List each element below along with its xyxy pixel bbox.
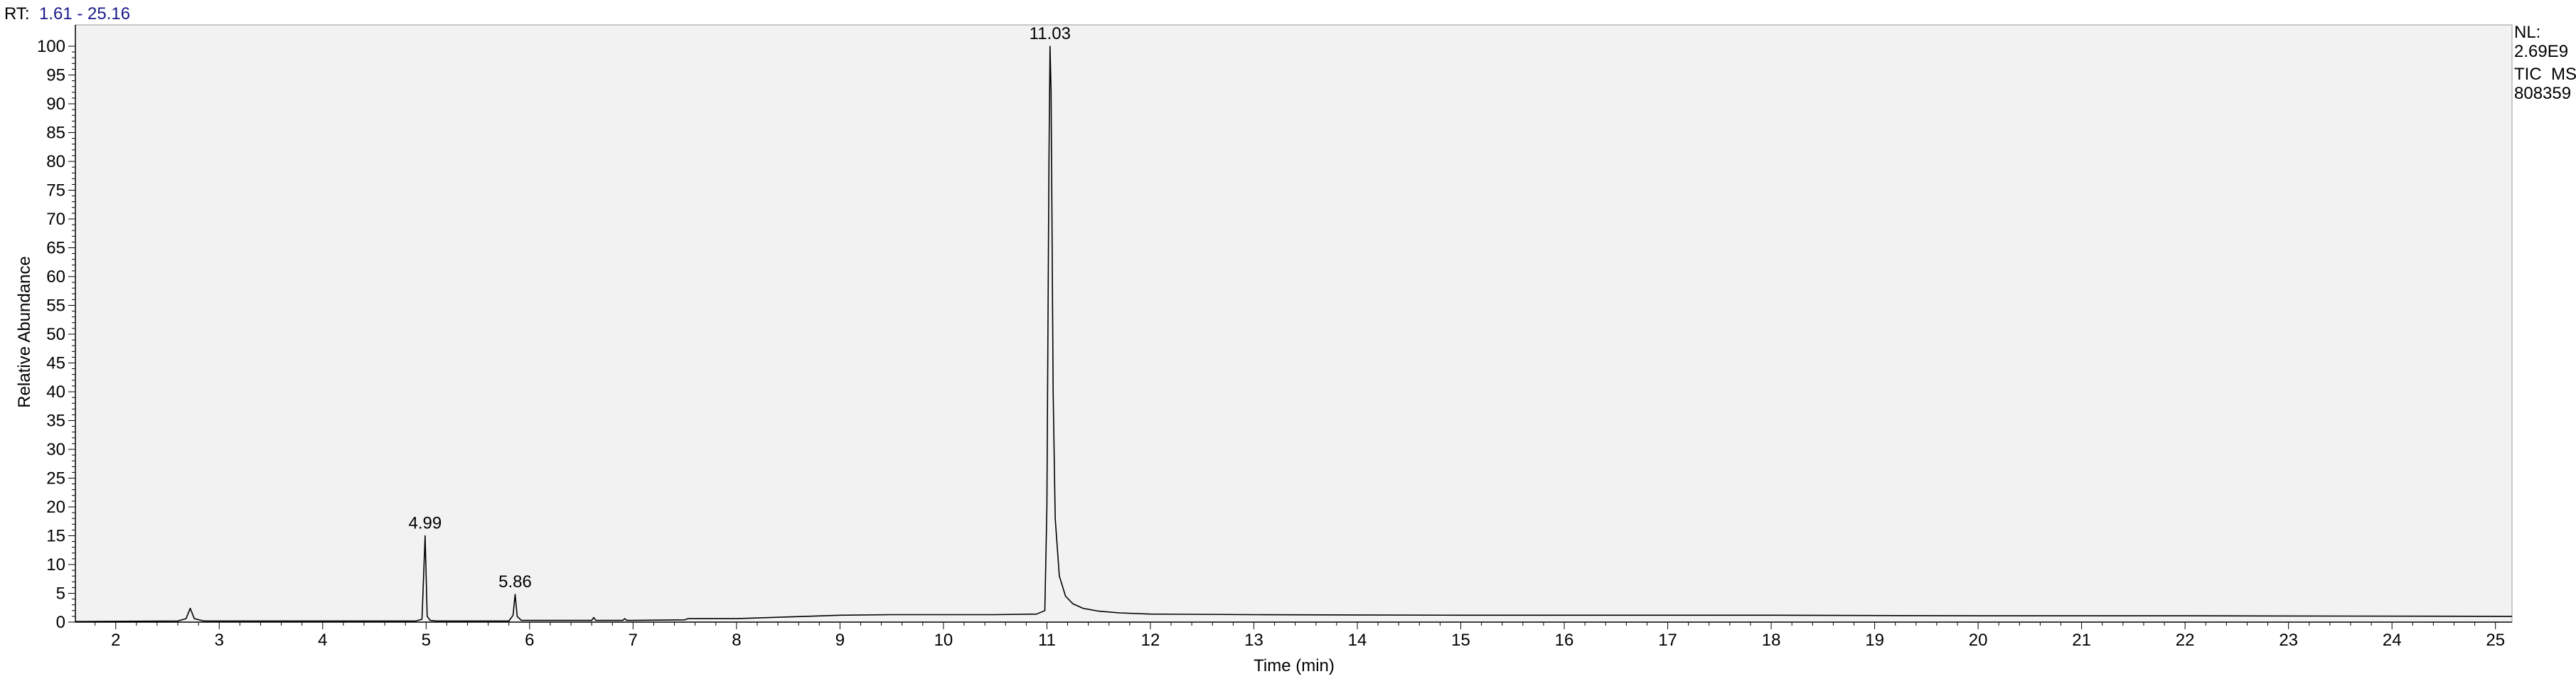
y-tick-label: 75: [46, 181, 65, 201]
x-tick-label: 16: [1555, 631, 1574, 650]
y-tick-label: 70: [46, 210, 65, 229]
y-tick-label: 5: [56, 584, 65, 604]
y-tick-label: 45: [46, 354, 65, 373]
x-tick-label: 3: [215, 631, 224, 650]
peak-label: 5.86: [498, 572, 532, 592]
y-axis: 0 5 10 15 20 25 30 35 40 45 50 55 60 65 70 75 80 85 90 95 10…: [37, 25, 76, 632]
x-tick-label: 19: [1865, 631, 1884, 650]
y-axis-title: Relative Abundance: [15, 256, 34, 408]
x-tick-label: 21: [2072, 631, 2091, 650]
x-tick-label: 10: [934, 631, 953, 650]
x-tick-label: 2: [111, 631, 120, 650]
x-tick-label: 17: [1658, 631, 1677, 650]
y-tick-label: 20: [46, 498, 65, 517]
peak-label: 4.99: [408, 514, 442, 533]
x-tick-label: 22: [2176, 631, 2195, 650]
x-tick-label: 7: [629, 631, 638, 650]
rt-range: 1.61 - 25.16: [39, 4, 130, 23]
y-tick-label: 55: [46, 296, 65, 316]
x-tick-label: 18: [1762, 631, 1781, 650]
nl-value: 2.69E9: [2514, 42, 2568, 61]
y-tick-label: 80: [46, 152, 65, 171]
x-tick-label: 5: [422, 631, 431, 650]
y-tick-label: 10: [46, 555, 65, 574]
y-tick-label: 15: [46, 527, 65, 546]
x-tick-label: 4: [318, 631, 327, 650]
y-tick-label: 50: [46, 325, 65, 344]
rt-header: RT: 1.61 - 25.16: [4, 4, 130, 23]
x-tick-label: 12: [1141, 631, 1160, 650]
nl-label: NL:: [2514, 23, 2540, 42]
info-block: NL: 2.69E9 TIC MS 808359: [2514, 23, 2576, 103]
scan-type: TIC MS: [2514, 65, 2576, 84]
y-tick-label: 30: [46, 440, 65, 459]
y-tick-label: 85: [46, 124, 65, 143]
y-tick-label: 95: [46, 66, 65, 85]
plot-area: [75, 24, 2513, 623]
y-tick-label: 0: [56, 613, 65, 632]
x-tick-label: 24: [2383, 631, 2402, 650]
x-axis-title: Time (min): [1254, 656, 1335, 675]
y-tick-label: 40: [46, 383, 65, 402]
y-tick-label: 35: [46, 412, 65, 431]
y-tick-label: 65: [46, 239, 65, 258]
x-tick-label: 13: [1244, 631, 1263, 650]
rt-label: RT:: [4, 4, 30, 23]
chromatogram-trace: [75, 46, 2513, 622]
x-tick-label: 11: [1038, 631, 1056, 650]
trace-group: [75, 46, 2513, 622]
x-tick-label: 15: [1451, 631, 1470, 650]
x-axis: 2 3 4 5 6 7 8 9 10 11 12 13 14 15 16 17 18 19 20 21 22 23 24 25: [75, 621, 2512, 650]
file-id: 808359: [2514, 84, 2571, 103]
y-tick-label: 100: [37, 37, 65, 56]
x-tick-label: 23: [2279, 631, 2298, 650]
x-tick-label: 14: [1348, 631, 1367, 650]
y-tick-label: 25: [46, 469, 65, 488]
x-tick-label: 8: [732, 631, 741, 650]
y-tick-label: 60: [46, 267, 65, 287]
x-tick-label: 9: [835, 631, 845, 650]
peak-label: 11.03: [1030, 24, 1071, 43]
peak-labels: 4.99 5.86 11.03: [408, 24, 1070, 592]
x-tick-label: 25: [2486, 631, 2505, 650]
y-tick-label: 90: [46, 95, 65, 114]
x-tick-label: 20: [1969, 631, 1988, 650]
x-tick-label: 6: [525, 631, 534, 650]
